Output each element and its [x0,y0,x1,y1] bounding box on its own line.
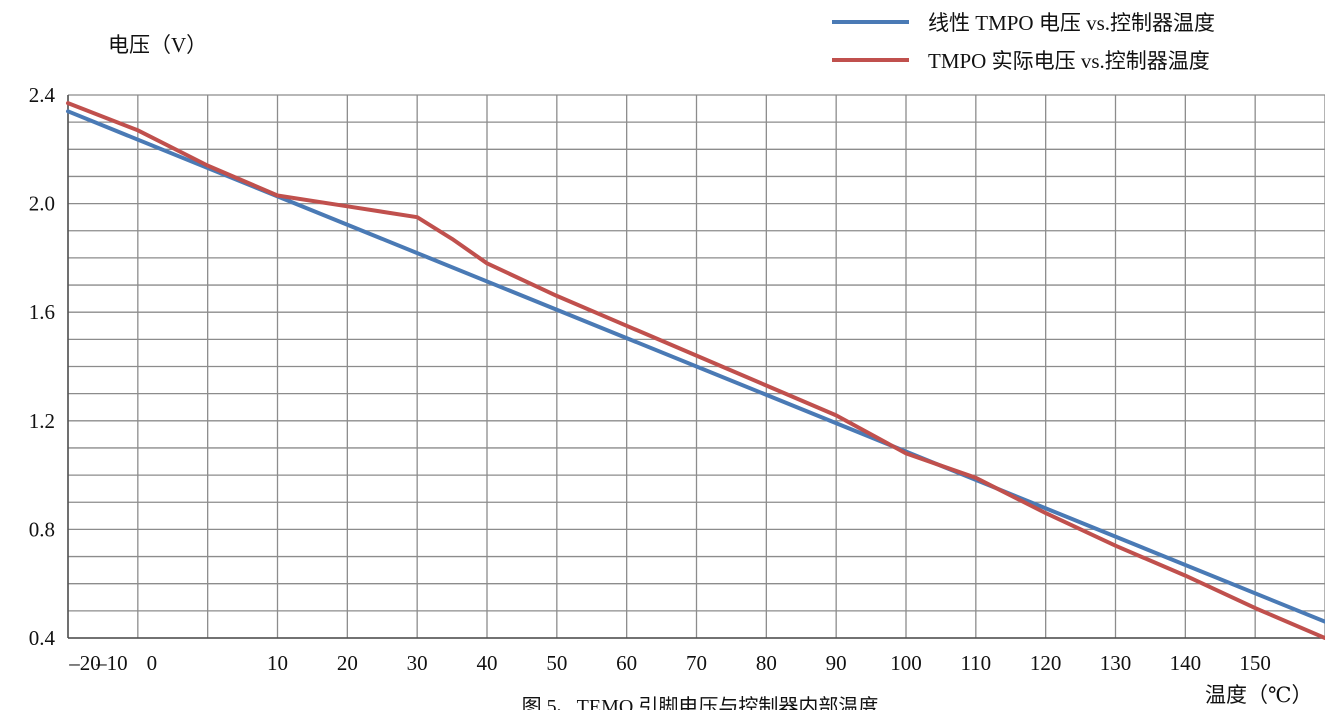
x-tick-label: 140 [1170,651,1202,675]
x-tick-label: 90 [826,651,847,675]
x-tick-label: –10 [95,651,128,675]
y-tick-label: 0.8 [29,517,55,541]
y-tick-label: 2.4 [29,83,56,107]
x-tick-label: 50 [546,651,567,675]
x-axis-ticks: –20–10 0 10 20 30 40 50 60 70 80 90 100 110 120 130 140… [68,651,1271,675]
y-tick-label: 1.6 [29,300,55,324]
y-tick-label: 1.2 [29,409,55,433]
y-axis-ticks: 0.4 0.8 1.2 1.6 2.0 2.4 [29,83,56,650]
x-tick-label: 120 [1030,651,1062,675]
x-tick-label: 40 [477,651,498,675]
x-tick-label: 0 [147,651,158,675]
plot-frame [67,95,1325,639]
legend-label-actual: TMPO 实际电压 vs.控制器温度 [928,49,1210,73]
legend-label-linear: 线性 TMPO 电压 vs.控制器温度 [928,11,1215,35]
x-tick-label: 110 [960,651,991,675]
y-tick-label: 2.0 [29,192,55,216]
y-axis-title: 电压（V） [108,33,207,57]
x-tick-label: 150 [1239,651,1271,675]
series-layer [66,101,1325,640]
x-tick-label: 60 [616,651,637,675]
legend: 线性 TMPO 电压 vs.控制器温度 TMPO 实际电压 vs.控制器温度 [832,11,1215,73]
y-tick-label: 0.4 [29,626,56,650]
figure-caption: 图 5、TEMO 引脚电压与控制器内部温度 [522,695,879,710]
x-tick-label: 130 [1100,651,1132,675]
x-axis-title: 温度（℃） [1205,683,1313,707]
x-tick-label: 70 [686,651,707,675]
x-tick-label: 30 [407,651,428,675]
series-line-actual [66,101,1325,640]
x-tick-label: 100 [890,651,922,675]
x-tick-label: 10 [267,651,288,675]
x-tick-label: 80 [756,651,777,675]
x-tick-label: 20 [337,651,358,675]
grid [67,94,1325,639]
x-tick-label: –20 [68,651,101,675]
